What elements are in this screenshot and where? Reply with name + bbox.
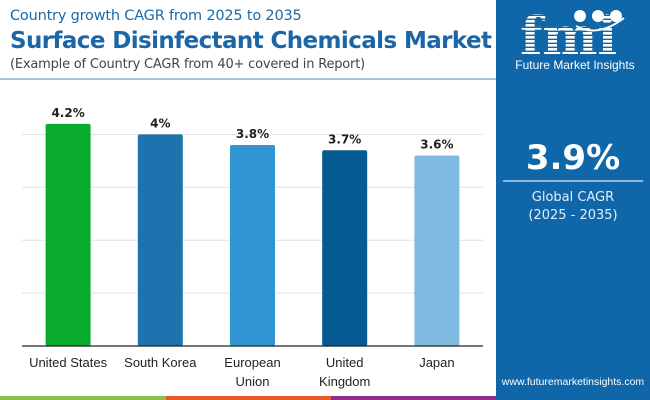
bar-south-korea <box>137 134 183 346</box>
footer-stripe-orange <box>166 396 331 400</box>
global-cagr-value: 3.9% <box>525 138 621 178</box>
data-label: 4.2% <box>51 106 84 120</box>
logo-text: Future Market Insights <box>515 58 635 72</box>
x-tick-label: United States <box>29 355 108 370</box>
data-label: 3.7% <box>328 132 361 146</box>
bar-chart: 4.2% 4% 3.8% 3.7% 3.6% United States South Ko… <box>22 106 483 389</box>
footer-stripe-purple <box>331 396 496 400</box>
bar-united-states <box>45 123 91 346</box>
x-tick-labels: United States South Korea European Union Uni… <box>29 355 455 389</box>
global-cagr-label: Global CAGR (2025 - 2035) <box>496 189 650 225</box>
bar-european-union <box>230 144 275 346</box>
bar-japan <box>414 155 460 346</box>
fmi-logo-icon: fmi <box>520 8 625 56</box>
website-link[interactable]: www.futuremarketinsights.com <box>501 376 645 388</box>
cagr-divider <box>503 180 643 182</box>
chart-subtitle: Country growth CAGR from 2025 to 2035 <box>10 8 302 24</box>
footer-stripe-green <box>0 396 166 400</box>
data-label: 3.6% <box>420 138 453 152</box>
x-tick-label: Kingdom <box>319 374 370 389</box>
x-tick-label: Japan <box>419 355 454 370</box>
x-tick-label: European <box>224 355 280 370</box>
bar-united-kingdom <box>322 150 368 346</box>
global-cagr-period: (2025 - 2035) <box>528 208 618 223</box>
x-tick-label: United <box>326 355 364 370</box>
data-labels: 4.2% 4% 3.8% 3.7% 3.6% <box>51 106 453 152</box>
data-label: 4% <box>150 116 170 130</box>
chart-note: (Example of Country CAGR from 40+ covere… <box>10 57 365 72</box>
header-divider <box>0 78 497 80</box>
chart-title: Surface Disinfectant Chemicals Market <box>10 28 492 54</box>
global-cagr-title: Global CAGR <box>531 190 615 205</box>
sidebar-panel <box>496 0 650 400</box>
data-label: 3.8% <box>236 127 269 141</box>
bars <box>45 123 460 346</box>
x-tick-label: Union <box>236 374 270 389</box>
x-tick-label: South Korea <box>124 355 197 370</box>
